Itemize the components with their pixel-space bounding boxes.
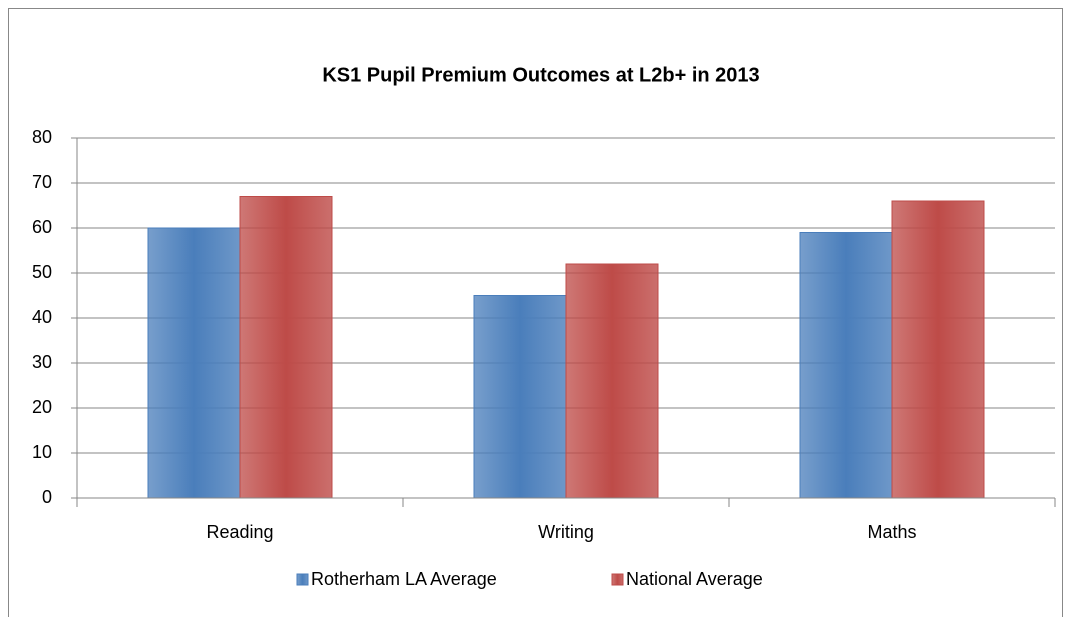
x-tick-label: Writing bbox=[538, 522, 594, 542]
y-tick-label: 10 bbox=[32, 442, 52, 462]
y-tick-label: 80 bbox=[32, 127, 52, 147]
bar bbox=[799, 232, 893, 499]
y-tick-label: 0 bbox=[42, 487, 52, 507]
chart-title: KS1 Pupil Premium Outcomes at L2b+ in 20… bbox=[322, 64, 759, 86]
y-tick-label: 20 bbox=[32, 397, 52, 417]
y-tick-label: 60 bbox=[32, 217, 52, 237]
x-tick-label: Reading bbox=[206, 522, 273, 542]
legend-label: Rotherham LA Average bbox=[311, 569, 497, 589]
bar bbox=[473, 295, 567, 499]
legend-swatch bbox=[611, 573, 624, 586]
y-tick-label: 30 bbox=[32, 352, 52, 372]
legend-label: National Average bbox=[626, 569, 763, 589]
bar bbox=[891, 200, 985, 499]
y-tick-label: 40 bbox=[32, 307, 52, 327]
x-tick-label: Maths bbox=[867, 522, 916, 542]
bar bbox=[147, 227, 241, 499]
legend-swatch bbox=[296, 573, 309, 586]
y-tick-label: 70 bbox=[32, 172, 52, 192]
bar bbox=[239, 196, 333, 499]
y-tick-label: 50 bbox=[32, 262, 52, 282]
bar bbox=[565, 263, 659, 499]
